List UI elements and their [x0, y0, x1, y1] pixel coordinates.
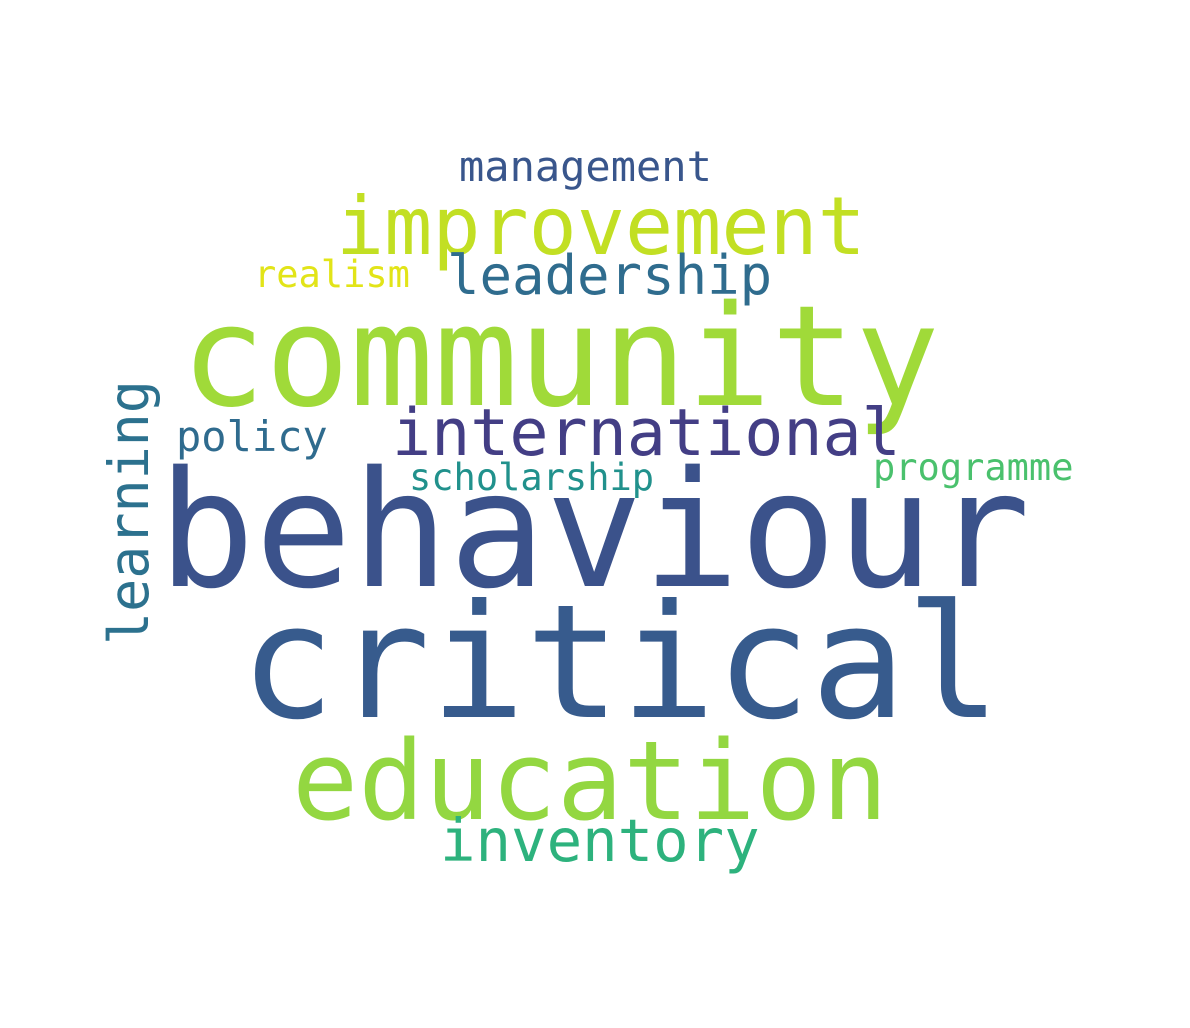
word-programme: programme: [873, 446, 1074, 489]
word-realism: realism: [254, 253, 410, 296]
word-international: international: [392, 396, 901, 471]
word-community: community: [181, 276, 940, 439]
word-management: management: [459, 142, 712, 191]
word-inventory: inventory: [440, 806, 760, 875]
word-education: education: [292, 717, 889, 845]
word-critical: critical: [240, 571, 1001, 755]
word-scholarship: scholarship: [409, 456, 655, 499]
word-improvement: improvement: [336, 180, 866, 273]
word-policy: policy: [176, 412, 328, 461]
word-leadership: leadership: [447, 244, 773, 307]
word-learning: learning: [97, 380, 161, 645]
word-behaviour: behaviour: [158, 437, 1031, 624]
